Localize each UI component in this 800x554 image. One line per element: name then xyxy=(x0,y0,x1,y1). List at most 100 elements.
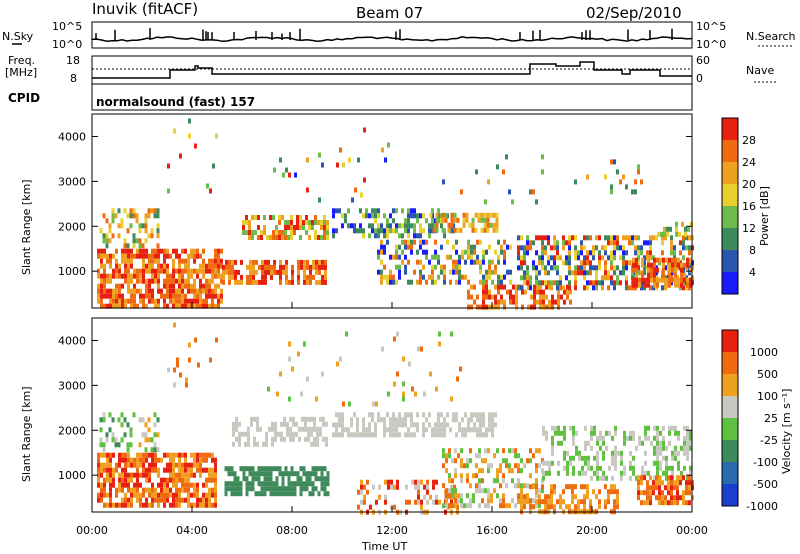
range-cell xyxy=(97,298,100,304)
range-cell xyxy=(214,482,217,488)
range-cell xyxy=(130,462,133,468)
range-cell xyxy=(121,253,124,259)
range-cell xyxy=(296,215,299,220)
range-cell xyxy=(217,293,220,299)
range-cell xyxy=(494,412,497,418)
range-cell xyxy=(680,277,683,283)
range-cell xyxy=(254,215,257,220)
range-cell xyxy=(401,417,404,423)
range-cell xyxy=(685,485,688,491)
range-cell xyxy=(145,288,148,294)
range-cell xyxy=(266,466,270,472)
range-cell xyxy=(623,465,626,471)
range-cell xyxy=(178,497,181,503)
range-cell xyxy=(589,250,592,256)
range-cell xyxy=(437,412,440,418)
range-cell xyxy=(317,491,321,497)
range-cell xyxy=(132,243,136,249)
range-cell xyxy=(127,502,130,508)
range-cell xyxy=(508,448,511,454)
range-cell xyxy=(644,450,647,456)
range-cell xyxy=(462,212,466,218)
range-cell xyxy=(166,467,169,473)
range-cell xyxy=(428,233,431,239)
range-cell xyxy=(593,430,596,436)
range-cell xyxy=(214,248,217,254)
range-cell xyxy=(466,473,469,479)
range-cell xyxy=(169,288,172,294)
range-cell xyxy=(270,274,273,280)
range-cell xyxy=(568,285,571,291)
range-cell xyxy=(202,452,205,458)
range-cell xyxy=(583,504,586,510)
range-cell xyxy=(487,448,490,454)
range-cell xyxy=(675,226,678,232)
range-cell xyxy=(248,230,251,235)
range-cell xyxy=(607,235,610,241)
range-cell xyxy=(350,417,353,423)
range-cell xyxy=(580,245,583,251)
range-cell xyxy=(240,279,243,285)
range-cell xyxy=(366,479,369,485)
range-cell xyxy=(673,245,676,251)
range-cell xyxy=(362,213,365,219)
range-cell xyxy=(255,259,258,265)
range-cell xyxy=(238,436,241,442)
range-cell xyxy=(317,235,320,240)
range-cell xyxy=(450,331,453,337)
time-axis: 00:00 04:00 08:00 12:00 16:00 20:00 00:00 xyxy=(76,302,708,537)
range-cell xyxy=(120,218,124,224)
range-cell xyxy=(568,235,571,241)
range-cell xyxy=(602,455,605,461)
range-cell xyxy=(365,432,368,438)
range-cell xyxy=(620,455,623,461)
range-cell xyxy=(647,262,650,268)
range-cell xyxy=(452,259,455,265)
range-cell xyxy=(485,294,488,300)
range-cell xyxy=(640,280,643,286)
range-cell xyxy=(314,215,317,220)
range-cell xyxy=(254,491,258,497)
range-cell xyxy=(491,427,494,433)
range-cell xyxy=(452,264,455,270)
range-cell xyxy=(530,304,533,310)
range-cell xyxy=(419,259,422,265)
range-cell xyxy=(228,269,231,275)
range-cell xyxy=(584,455,587,461)
range-cell xyxy=(410,417,413,423)
range-cell xyxy=(659,430,662,436)
range-cell xyxy=(637,164,640,170)
range-cell xyxy=(517,468,520,474)
range-cell xyxy=(242,230,245,235)
range-cell xyxy=(335,228,338,234)
range-cell xyxy=(499,503,502,509)
range-cell xyxy=(662,470,665,476)
range-cell xyxy=(581,470,584,476)
range-cell xyxy=(222,269,225,275)
range-cell xyxy=(306,279,309,285)
range-cell xyxy=(214,263,217,269)
range-cell xyxy=(467,304,470,310)
range-cell xyxy=(482,299,485,305)
range-cell xyxy=(378,484,381,490)
range-cell xyxy=(529,458,532,464)
range-cell xyxy=(118,477,121,483)
range-cell xyxy=(172,278,175,284)
range-cell xyxy=(420,504,423,510)
range-cell xyxy=(469,498,472,504)
range-cell xyxy=(574,235,577,241)
range-cell xyxy=(614,450,617,456)
range-cell xyxy=(97,253,100,259)
range-cell xyxy=(127,253,130,259)
range-cell xyxy=(476,304,479,310)
range-cell xyxy=(398,233,401,239)
range-cell xyxy=(526,494,529,500)
range-cell xyxy=(532,484,535,490)
range-cell xyxy=(211,467,214,473)
range-cell xyxy=(163,278,166,284)
range-cell xyxy=(184,467,187,473)
range-cell xyxy=(199,467,202,473)
range-cell xyxy=(553,245,556,251)
range-cell xyxy=(275,486,279,492)
range-cell xyxy=(551,435,554,441)
